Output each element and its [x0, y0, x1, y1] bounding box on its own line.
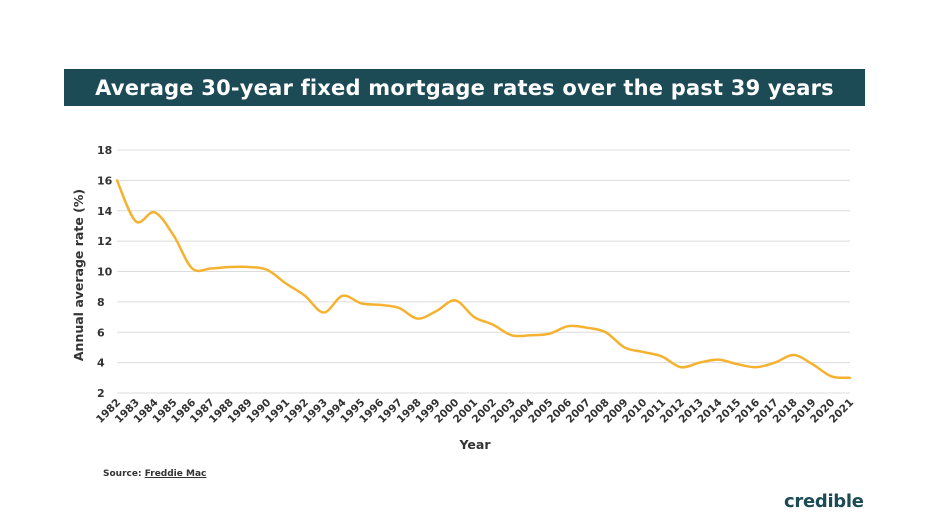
y-tick-label: 10	[97, 266, 113, 279]
y-tick-label: 16	[97, 174, 113, 187]
y-axis-ticks: 2 4 6 8 10 12 14 16 18	[97, 144, 113, 400]
source-note: Source: Freddie Mac	[103, 469, 206, 479]
source-prefix: Source:	[103, 469, 145, 479]
x-axis-title: Year	[459, 437, 492, 452]
brand-logo: credible	[784, 491, 864, 512]
series-line	[115, 179, 852, 380]
y-tick-label: 12	[97, 235, 112, 248]
y-tick-label: 6	[97, 326, 105, 339]
chart-title: Average 30-year fixed mortgage rates ove…	[95, 75, 834, 100]
x-axis-ticks: 1982198319841985198619871988198919901991…	[94, 397, 856, 426]
y-tick-label: 8	[97, 296, 105, 309]
y-axis-title: Annual average rate (%)	[71, 189, 86, 361]
gridlines	[117, 149, 850, 394]
y-tick-label: 2	[97, 387, 105, 400]
y-tick-label: 4	[97, 357, 105, 370]
y-tick-label: 18	[97, 144, 112, 157]
title-banner: Average 30-year fixed mortgage rates ove…	[64, 69, 865, 106]
source-link[interactable]: Freddie Mac	[144, 469, 207, 479]
y-tick-label: 14	[97, 205, 113, 218]
